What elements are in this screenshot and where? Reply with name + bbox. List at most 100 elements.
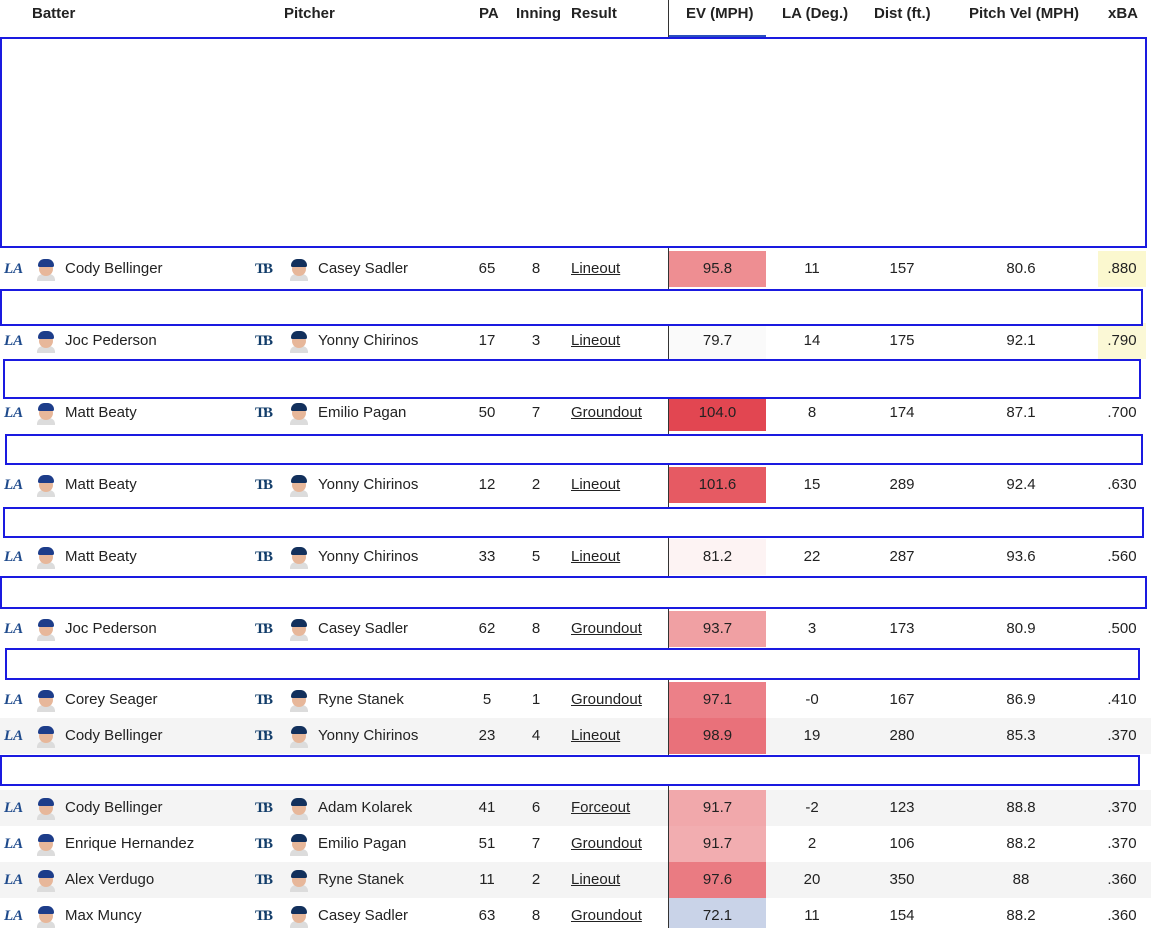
result-link[interactable]: Lineout [571, 727, 621, 744]
table-row[interactable]: LA Matt Beaty TB Yonny Chirinos 33 5 Lineout 81… [0, 539, 1151, 575]
header-xba[interactable]: xBA [1108, 5, 1139, 22]
result-link[interactable]: Lineout [571, 332, 621, 349]
ev-value: 72.1 [669, 898, 766, 928]
result-link[interactable]: Groundout [571, 404, 642, 421]
table-row[interactable]: LA Matt Beaty TB Yonny Chirinos 12 2 Lineout 10… [0, 467, 1151, 503]
pitcher-name[interactable]: Ryne Stanek [318, 691, 404, 708]
header-ev[interactable]: EV (MPH) [686, 5, 754, 22]
pitch-vel-value: 92.4 [1006, 476, 1036, 493]
ev-value: 104.0 [669, 395, 766, 431]
table-row[interactable]: LA Joc Pederson TB Casey Sadler 62 8 Groundout… [0, 611, 1151, 647]
result-link[interactable]: Lineout [571, 260, 621, 277]
result-link[interactable]: Groundout [571, 835, 642, 852]
player-avatar [36, 724, 56, 748]
result-link[interactable]: Lineout [571, 548, 621, 565]
result-link[interactable]: Lineout [571, 871, 621, 888]
pa-value: 65 [478, 260, 496, 277]
table-row[interactable]: LA Joc Pederson TB Yonny Chirinos 17 3 Lineout… [0, 323, 1151, 359]
result-link[interactable]: Groundout [571, 907, 642, 924]
table-row[interactable]: LA Cody Bellinger TB Casey Sadler 65 8 Lineout… [0, 251, 1151, 287]
dodgers-logo-icon: LA [4, 692, 24, 708]
la-value: 20 [803, 871, 821, 888]
header-inning[interactable]: Inning [516, 5, 561, 22]
batter-name[interactable]: Enrique Hernandez [65, 835, 195, 852]
player-avatar [289, 688, 309, 712]
table-row[interactable]: LA Cody Bellinger TB Adam Kolarek 41 6 Forceou… [0, 790, 1151, 826]
table-row[interactable]: LA Corey Seager TB Ryne Stanek 5 1 Groundout 97… [0, 682, 1151, 718]
header-pitcher[interactable]: Pitcher [284, 5, 335, 22]
rays-logo-icon: TB [255, 800, 273, 816]
pitcher-name[interactable]: Adam Kolarek [318, 799, 413, 816]
table-row[interactable]: LA Alex Verdugo TB Ryne Stanek 11 2 Lineout 97.… [0, 862, 1151, 898]
inning-value: 3 [531, 332, 541, 349]
inning-value: 8 [531, 620, 541, 637]
dist-value: 289 [889, 476, 915, 493]
pitcher-name[interactable]: Yonny Chirinos [318, 332, 419, 349]
player-avatar [289, 257, 309, 281]
result-link[interactable]: Groundout [571, 691, 642, 708]
batter-name[interactable]: Cody Bellinger [65, 727, 163, 744]
pa-value: 63 [478, 907, 496, 924]
dodgers-logo-icon: LA [4, 872, 24, 888]
pitcher-name[interactable]: Emilio Pagan [318, 835, 407, 852]
dodgers-logo-icon: LA [4, 621, 24, 637]
batter-name[interactable]: Corey Seager [65, 691, 158, 708]
dodgers-logo-icon: LA [4, 261, 24, 277]
result-link[interactable]: Lineout [571, 476, 621, 493]
batter-name[interactable]: Matt Beaty [65, 476, 137, 493]
pitcher-name[interactable]: Casey Sadler [318, 260, 409, 277]
pitcher-name[interactable]: Yonny Chirinos [318, 727, 419, 744]
table-row[interactable]: LA Matt Beaty TB Emilio Pagan 50 7 Groundout 10… [0, 395, 1151, 431]
player-avatar [289, 832, 309, 856]
table-row[interactable]: LA Enrique Hernandez TB Emilio Pagan 51 7 Grou… [0, 826, 1151, 862]
ev-value: 91.7 [669, 790, 766, 826]
dist-value: 167 [889, 691, 915, 708]
player-avatar [36, 401, 56, 425]
overlay-box [5, 434, 1143, 465]
pa-value: 5 [482, 691, 492, 708]
inning-value: 8 [531, 260, 541, 277]
pa-value: 41 [478, 799, 496, 816]
inning-value: 8 [531, 907, 541, 924]
pitch-vel-value: 93.6 [1006, 548, 1036, 565]
header-dist[interactable]: Dist (ft.) [874, 5, 931, 22]
pitcher-name[interactable]: Yonny Chirinos [318, 476, 419, 493]
header-la[interactable]: LA (Deg.) [782, 5, 849, 22]
batter-name[interactable]: Max Muncy [65, 907, 142, 924]
pitcher-name[interactable]: Yonny Chirinos [318, 548, 419, 565]
ev-value: 98.9 [669, 718, 766, 754]
table-row[interactable]: LA Max Muncy TB Casey Sadler 63 8 Groundout 72.… [0, 898, 1151, 928]
batter-name[interactable]: Cody Bellinger [65, 260, 163, 277]
header-pa[interactable]: PA [479, 5, 499, 22]
dodgers-logo-icon: LA [4, 477, 24, 493]
batter-name[interactable]: Alex Verdugo [65, 871, 155, 888]
sort-indicator [669, 35, 766, 38]
dodgers-logo-icon: LA [4, 800, 24, 816]
batter-name[interactable]: Joc Pederson [65, 332, 157, 349]
header-pitch-vel[interactable]: Pitch Vel (MPH) [969, 5, 1080, 22]
pitch-vel-value: 92.1 [1006, 332, 1036, 349]
pitcher-name[interactable]: Ryne Stanek [318, 871, 404, 888]
pa-value: 23 [478, 727, 496, 744]
table-row[interactable]: LA Cody Bellinger TB Yonny Chirinos 23 4 Lineo… [0, 718, 1151, 754]
header-result[interactable]: Result [571, 5, 617, 22]
batter-name[interactable]: Cody Bellinger [65, 799, 163, 816]
xba-value: .630 [1098, 467, 1146, 503]
batter-name[interactable]: Matt Beaty [65, 404, 137, 421]
ev-value: 95.8 [669, 251, 766, 287]
xba-value: .880 [1098, 251, 1146, 287]
batter-name[interactable]: Matt Beaty [65, 548, 137, 565]
batter-name[interactable]: Joc Pederson [65, 620, 157, 637]
player-avatar [36, 904, 56, 928]
pitcher-name[interactable]: Casey Sadler [318, 620, 409, 637]
header-batter[interactable]: Batter [32, 5, 76, 22]
result-link[interactable]: Forceout [571, 799, 631, 816]
pitcher-name[interactable]: Casey Sadler [318, 907, 409, 924]
result-link[interactable]: Groundout [571, 620, 642, 637]
xba-value: .410 [1098, 682, 1146, 718]
pitcher-name[interactable]: Emilio Pagan [318, 404, 407, 421]
la-value: 19 [803, 727, 821, 744]
ev-value: 93.7 [669, 611, 766, 647]
dist-value: 175 [889, 332, 915, 349]
dist-value: 106 [889, 835, 915, 852]
